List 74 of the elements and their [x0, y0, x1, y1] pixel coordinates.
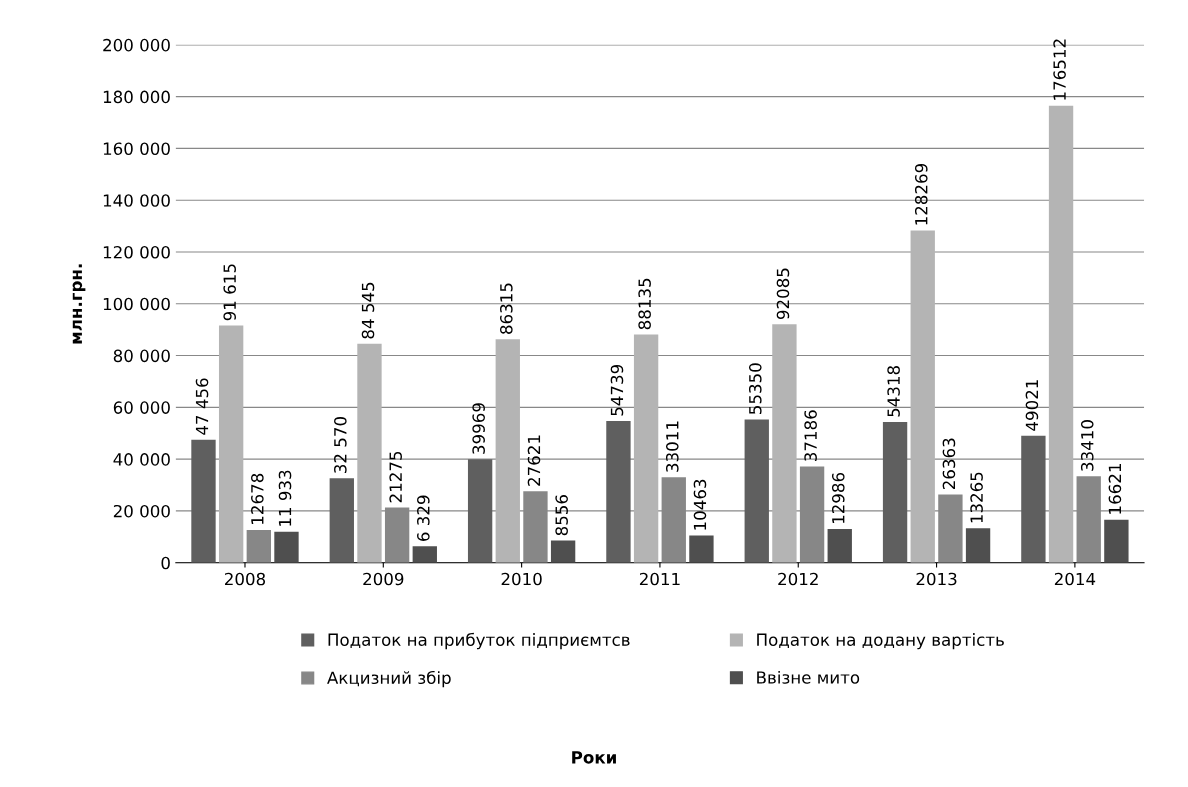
legend-label: Податок на додану вартість — [757, 633, 1004, 650]
bar — [744, 419, 769, 563]
data-label: 27621 — [527, 435, 541, 486]
data-label: 47 456 — [195, 378, 209, 435]
legend-label: Акцизний збір — [327, 670, 451, 688]
bar — [965, 528, 991, 563]
data-label: 54318 — [887, 366, 900, 417]
y-tick-label: 60 000 — [113, 401, 170, 414]
data-label: 11 933 — [278, 470, 292, 526]
y-tick-label: 0 — [161, 556, 170, 570]
y-tick-label: 40 000 — [113, 453, 170, 466]
data-label: 84 545 — [361, 282, 375, 339]
data-label: 88135 — [638, 278, 651, 330]
bar — [910, 230, 935, 563]
data-label: 33011 — [665, 421, 679, 472]
bar — [467, 459, 493, 563]
data-label: 33410 — [1080, 420, 1094, 471]
bar — [495, 339, 520, 563]
y-tick-label: 160 000 — [103, 142, 170, 155]
data-label: 13265 — [970, 472, 983, 523]
data-label: 91 615 — [223, 264, 236, 321]
bar — [633, 334, 659, 563]
y-tick-label: 200 000 — [103, 38, 170, 52]
bar — [329, 478, 354, 563]
data-label: 16621 — [1108, 464, 1122, 514]
bar — [191, 439, 216, 563]
bar — [1048, 105, 1074, 563]
y-tick-label: 180 000 — [103, 90, 170, 104]
data-label: 92085 — [776, 268, 790, 320]
data-label: 6 329 — [417, 495, 430, 541]
y-tick-label: 80 000 — [113, 349, 170, 363]
y-tick-label: 140 000 — [103, 194, 170, 207]
y-tick-label: 120 000 — [103, 245, 170, 259]
bar — [218, 325, 244, 563]
bar — [412, 546, 437, 563]
bar — [357, 343, 382, 563]
data-label: 32 570 — [334, 417, 347, 473]
data-label: 128269 — [914, 163, 928, 225]
y-tick-label: 100 000 — [103, 297, 170, 311]
x-tick-label: 2009 — [363, 572, 404, 586]
data-label: 12986 — [831, 472, 845, 524]
data-label: 37186 — [804, 410, 817, 461]
data-label: 54739 — [610, 364, 624, 416]
data-label: 176512 — [1053, 39, 1066, 100]
bar — [772, 324, 797, 563]
legend-label: Податок на прибуток підприємтсв — [328, 632, 630, 650]
bar — [246, 529, 271, 563]
y-axis-title: млн.грн. — [72, 264, 86, 344]
data-label: 39969 — [472, 403, 485, 454]
bar — [1104, 519, 1129, 563]
data-label: 10463 — [693, 479, 707, 530]
x-tick-label: 2008 — [225, 572, 266, 586]
data-label: 12678 — [251, 473, 264, 524]
legend-label: Ввізне мито — [757, 670, 860, 684]
data-label: 49021 — [1025, 380, 1039, 431]
bar — [689, 535, 714, 563]
x-tick-label: 2010 — [501, 572, 542, 586]
x-tick-label: 2011 — [639, 572, 680, 586]
x-tick-label: 2013 — [916, 572, 957, 586]
x-tick-label: 2014 — [1054, 572, 1096, 586]
bar — [827, 529, 852, 563]
text: Роки — [572, 751, 616, 764]
bar — [274, 531, 299, 563]
data-label: 21275 — [389, 451, 402, 503]
bar — [1021, 435, 1046, 563]
bar — [882, 422, 908, 563]
bar — [550, 540, 576, 563]
data-label: 26363 — [942, 438, 956, 490]
x-tick-label: 2012 — [778, 572, 818, 586]
data-label: 86315 — [500, 283, 513, 334]
data-label: 55350 — [748, 363, 762, 414]
y-tick-label: 20 000 — [113, 504, 170, 518]
data-label: 8556 — [555, 495, 568, 536]
bar — [606, 420, 631, 563]
